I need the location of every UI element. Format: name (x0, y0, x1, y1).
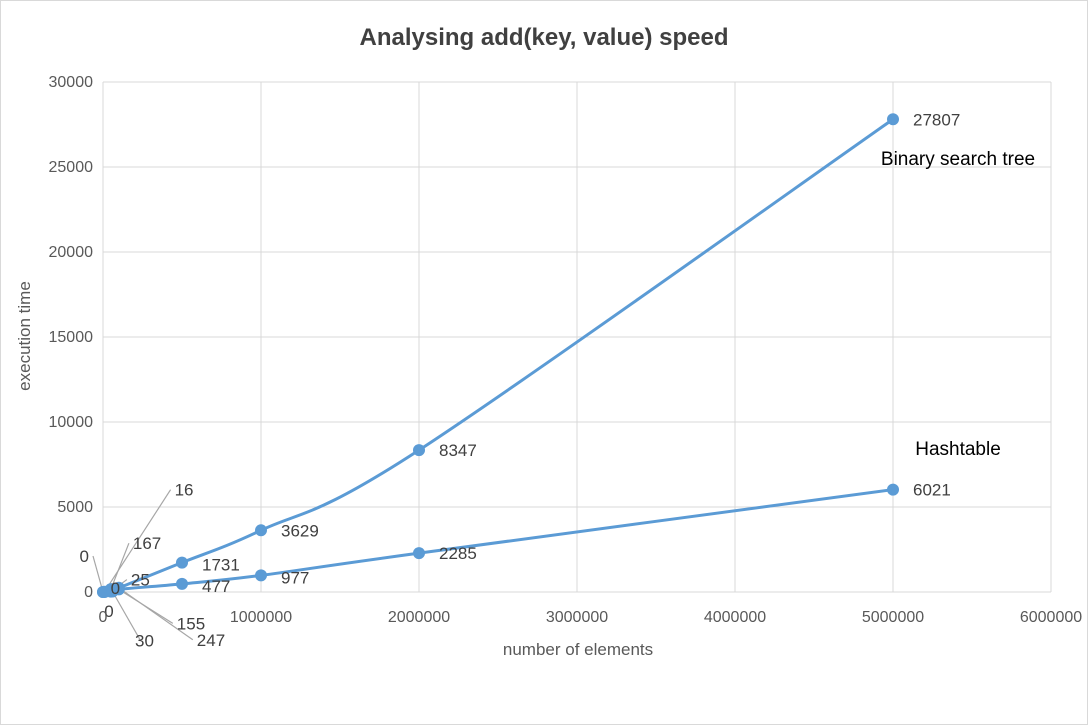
x-tick-label: 4000000 (704, 609, 766, 626)
data-label-hashtable: 977 (281, 568, 309, 587)
y-tick-label: 5000 (57, 499, 93, 516)
data-label-hashtable: 0 (111, 579, 120, 598)
data-label-binary-search-tree: 8347 (439, 441, 477, 460)
series-name-binary-search-tree: Binary search tree (881, 149, 1035, 170)
series-line-binary-search-tree (102, 118, 894, 594)
data-point-hashtable (112, 583, 125, 596)
label-leader-line (118, 588, 174, 624)
x-tick-label: 0 (99, 609, 108, 626)
label-leader-line (111, 591, 142, 641)
y-tick-label: 30000 (49, 74, 94, 91)
data-label-hashtable: 6021 (913, 481, 951, 500)
data-label-binary-search-tree: 1731 (202, 556, 240, 575)
x-tick-label: 5000000 (862, 609, 924, 626)
data-label-binary-search-tree: 0 (80, 547, 89, 566)
series-name-hashtable: Hashtable (915, 439, 1001, 460)
data-label-hashtable: 2285 (439, 544, 477, 563)
series-layer (97, 113, 899, 598)
data-point-binary-search-tree (255, 524, 267, 537)
data-point-binary-search-tree (887, 113, 899, 126)
data-label-binary-search-tree: 27807 (913, 110, 960, 129)
data-point-binary-search-tree (176, 556, 188, 569)
chart-title: Analysing add(key, value) speed (359, 24, 728, 51)
label-leader-line (110, 542, 130, 590)
data-point-hashtable (413, 547, 425, 560)
x-axis-title: number of elements (503, 640, 653, 659)
data-point-hashtable (176, 577, 188, 590)
data-label-binary-search-tree: 16 (175, 481, 194, 500)
y-axis-title: execution time (15, 281, 34, 391)
label-leader-line (92, 555, 104, 593)
x-tick-label: 3000000 (546, 609, 608, 626)
gridlines (102, 81, 1052, 593)
y-tick-label: 20000 (49, 244, 94, 261)
y-tick-label: 0 (84, 584, 93, 601)
y-tick-label: 10000 (49, 414, 94, 431)
data-point-binary-search-tree (413, 444, 425, 457)
data-label-binary-search-tree: 247 (197, 631, 225, 650)
data-label-binary-search-tree: 3629 (281, 521, 319, 540)
x-tick-label: 2000000 (388, 609, 450, 626)
y-tick-label: 25000 (49, 159, 94, 176)
x-tick-label: 1000000 (230, 609, 292, 626)
data-label-hashtable: 477 (202, 577, 230, 596)
data-label-binary-search-tree: 167 (133, 534, 161, 553)
data-label-hashtable: 155 (177, 614, 205, 633)
data-label-hashtable: 25 (131, 571, 150, 590)
label-leader-line (104, 489, 172, 593)
data-label-hashtable: 30 (135, 631, 154, 650)
y-tick-label: 15000 (49, 329, 94, 346)
data-point-hashtable (887, 483, 899, 496)
data-point-hashtable (255, 569, 267, 582)
x-tick-label: 6000000 (1020, 609, 1082, 626)
data-label-hashtable: 0 (104, 602, 113, 621)
